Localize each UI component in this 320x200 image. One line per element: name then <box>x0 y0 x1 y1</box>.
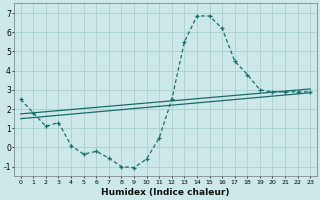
X-axis label: Humidex (Indice chaleur): Humidex (Indice chaleur) <box>101 188 230 197</box>
